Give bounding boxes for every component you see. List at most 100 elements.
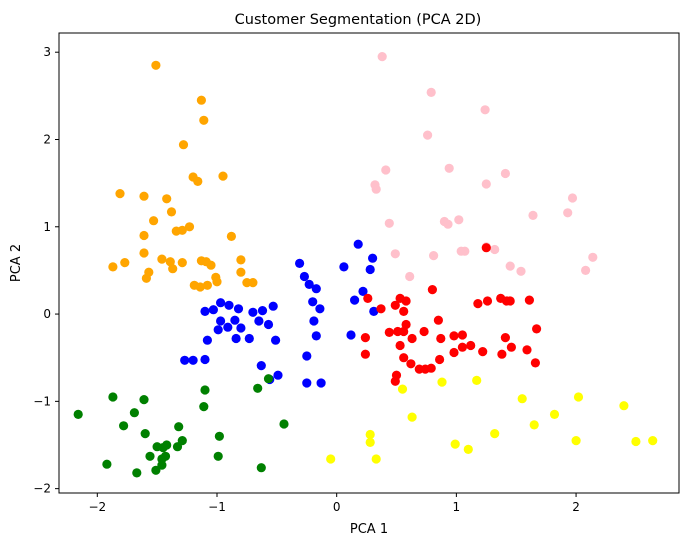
data-point-s0-p24 xyxy=(177,258,187,268)
data-point-s3-p42 xyxy=(497,349,507,359)
data-point-s2-p31 xyxy=(233,304,244,314)
data-point-s0-p7 xyxy=(115,189,125,199)
data-point-s1-p27 xyxy=(588,252,598,262)
data-point-s5-p10 xyxy=(648,436,658,446)
x-tick-label: 2 xyxy=(572,500,580,514)
data-point-s2-p2 xyxy=(339,262,349,272)
data-point-s4-p17 xyxy=(151,465,161,475)
data-point-s1-p23 xyxy=(405,271,415,282)
data-point-s1-p10 xyxy=(567,193,578,203)
x-tick-label: −2 xyxy=(88,500,106,514)
data-point-s2-p26 xyxy=(216,298,226,308)
data-point-s2-p33 xyxy=(223,322,233,332)
x-axis: −2 −1 0 1 2 xyxy=(88,493,580,514)
data-point-s2-p11 xyxy=(311,331,321,341)
data-point-s5-p1 xyxy=(437,377,447,387)
data-point-s3-p30 xyxy=(457,342,467,352)
data-point-s0-p9 xyxy=(162,194,172,204)
data-point-s0-p15 xyxy=(177,225,187,235)
data-point-s2-p3 xyxy=(365,264,375,275)
data-point-s4-p4 xyxy=(140,429,150,439)
data-point-s3-p28 xyxy=(435,354,445,365)
chart-title: Customer Segmentation (PCA 2D) xyxy=(235,12,482,28)
data-point-s2-p38 xyxy=(231,333,241,344)
data-point-s2-p41 xyxy=(188,355,198,365)
data-point-s5-p9 xyxy=(631,436,641,447)
data-point-s2-p4 xyxy=(295,258,305,268)
data-point-s0-p11 xyxy=(149,216,159,226)
data-point-s1-p7 xyxy=(500,168,510,179)
data-point-s3-p16 xyxy=(433,315,443,325)
data-point-s3-p13 xyxy=(395,340,405,351)
data-point-s1-p20 xyxy=(490,244,500,255)
data-point-s0-p8 xyxy=(139,191,149,201)
data-point-s3-p4 xyxy=(363,293,373,303)
data-point-s1-p18 xyxy=(460,246,470,256)
data-point-s5-p13 xyxy=(450,439,460,449)
y-tick-label: 2 xyxy=(43,132,51,146)
data-point-s3-p29 xyxy=(449,347,459,358)
data-point-s1-p15 xyxy=(443,219,453,229)
data-point-s1-p26 xyxy=(581,265,591,275)
data-point-s2-p1 xyxy=(368,253,378,263)
data-point-s3-p19 xyxy=(457,330,467,340)
data-point-s3-p32 xyxy=(473,299,483,309)
plot-frame xyxy=(58,32,680,494)
data-point-s2-p40 xyxy=(202,335,212,345)
data-point-s3-p44 xyxy=(532,324,542,334)
data-point-s1-p5 xyxy=(444,163,454,173)
data-point-s4-p11 xyxy=(162,440,172,450)
data-point-s4-p15 xyxy=(145,451,155,461)
data-point-s3-p18 xyxy=(436,333,446,344)
data-point-s2-p5 xyxy=(299,271,309,282)
data-point-s4-p3 xyxy=(129,408,139,418)
y-tick-label: 1 xyxy=(43,220,51,234)
data-point-s0-p19 xyxy=(108,262,118,272)
data-point-s1-p12 xyxy=(528,210,538,220)
data-point-s5-p0 xyxy=(397,384,408,394)
data-point-s1-p3 xyxy=(423,130,433,140)
data-point-s0-p30 xyxy=(202,280,212,290)
data-point-s2-p19 xyxy=(268,301,278,311)
data-point-s3-p17 xyxy=(449,331,459,341)
data-point-s3-p38 xyxy=(500,333,510,343)
data-point-s3-p5 xyxy=(360,333,370,343)
data-point-s1-p25 xyxy=(516,266,526,276)
data-point-s3-p43 xyxy=(530,358,541,368)
data-point-s1-p13 xyxy=(384,218,394,228)
data-point-s2-p28 xyxy=(208,305,218,315)
data-point-s0-p29 xyxy=(195,282,205,292)
data-point-s2-p27 xyxy=(224,300,234,310)
data-point-s3-p9 xyxy=(399,306,409,316)
data-point-s2-p18 xyxy=(346,330,356,340)
data-point-s2-p12 xyxy=(302,351,312,361)
data-point-s4-p19 xyxy=(200,385,210,395)
data-point-s2-p13 xyxy=(302,378,312,388)
y-tick-label: −1 xyxy=(33,394,51,408)
data-point-s0-p12 xyxy=(184,222,195,232)
x-tick-label: 0 xyxy=(333,500,341,514)
data-point-s5-p14 xyxy=(407,412,417,422)
data-point-s5-p16 xyxy=(365,437,375,447)
data-point-s0-p27 xyxy=(206,260,216,270)
data-point-s1-p16 xyxy=(454,215,464,225)
data-point-s2-p16 xyxy=(350,295,360,305)
data-point-s2-p22 xyxy=(271,335,281,345)
data-point-s2-p42 xyxy=(180,355,190,365)
x-axis-label: PCA 1 xyxy=(350,522,388,537)
data-point-s2-p17 xyxy=(369,306,379,316)
data-point-s4-p18 xyxy=(102,459,112,469)
data-point-s3-p3 xyxy=(376,304,386,314)
data-point-s4-p10 xyxy=(157,460,167,470)
x-tick-label: −1 xyxy=(208,500,226,514)
data-point-s2-p15 xyxy=(358,286,368,296)
data-point-s5-p11 xyxy=(490,429,500,439)
data-point-s2-p20 xyxy=(257,306,268,316)
data-point-s0-p23 xyxy=(168,264,178,274)
data-point-s3-p41 xyxy=(478,347,488,357)
data-point-s0-p0 xyxy=(151,60,161,70)
data-point-s2-p0 xyxy=(353,239,363,249)
data-point-s2-p7 xyxy=(311,284,321,294)
data-point-s2-p37 xyxy=(244,333,254,344)
plot-area xyxy=(73,52,658,478)
